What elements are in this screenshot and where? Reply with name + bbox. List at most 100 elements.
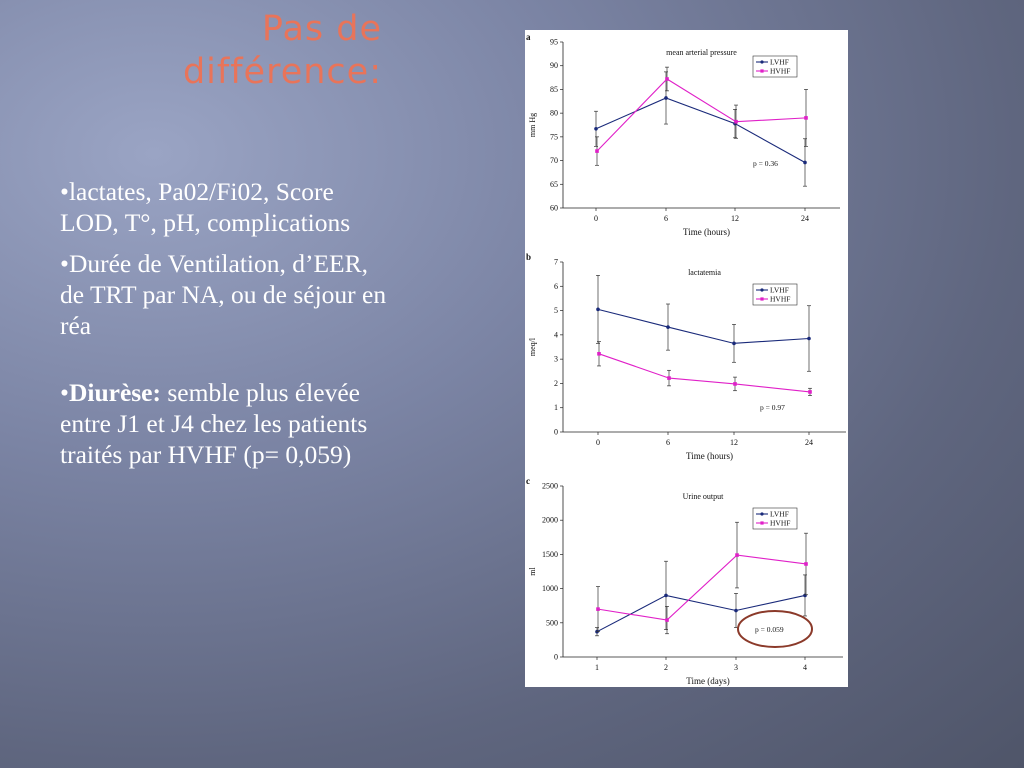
- y-tick-label: 2: [554, 379, 558, 388]
- y-tick-label: 5: [554, 306, 558, 315]
- bullet-item-3: •Diurèse: semble plus élevée entre J1 et…: [60, 377, 390, 470]
- data-point-lvhf: [803, 160, 807, 165]
- y-tick-label: 1000: [542, 584, 558, 593]
- data-point-lvhf: [807, 336, 811, 341]
- bullet-marker: •: [60, 177, 69, 206]
- legend-box: [752, 507, 798, 530]
- bullet-marker: •: [60, 249, 69, 278]
- y-tick-label: 90: [550, 61, 558, 70]
- x-tick-label: 12: [731, 214, 739, 223]
- y-axis-label: mm Hg: [528, 113, 537, 137]
- y-tick-label: 60: [550, 204, 558, 213]
- x-axis-label: Time (days): [686, 676, 729, 686]
- legend-marker: [760, 512, 764, 516]
- chart-title: mean arterial pressure: [666, 48, 737, 57]
- y-tick-label: 85: [550, 85, 558, 94]
- y-tick-label: 2500: [542, 482, 558, 491]
- legend-marker: [760, 60, 764, 64]
- y-tick-label: 1500: [542, 550, 558, 559]
- slide-title: Pas de différence:: [182, 9, 382, 92]
- bullet-item-2: •Durée de Ventilation, d’EER, de TRT par…: [60, 248, 390, 341]
- data-point-hvhf: [734, 119, 738, 124]
- data-point-hvhf: [665, 618, 669, 622]
- y-tick-label: 6: [554, 282, 558, 291]
- series-line-hvhf: [597, 554, 807, 621]
- bullet-item-1: •lactates, Pa02/Fi02, Score LOD, T°, pH,…: [60, 176, 390, 238]
- legend-label: HVHF: [770, 295, 790, 304]
- series-line-lvhf: [596, 594, 806, 633]
- chart-panel-c: c 0 500 1000 1500 2000 2500 1 2 3 4 Time (days) ml Ur…: [526, 476, 843, 686]
- x-axis-label: Time (hours): [683, 227, 730, 237]
- data-point-hvhf: [595, 149, 599, 153]
- data-point-hvhf: [804, 562, 808, 566]
- y-tick-label: 70: [550, 156, 558, 165]
- series-line-hvhf: [598, 353, 811, 393]
- chart-figure: a 60 65 70 75 80 85 90 95 0 6 12 24 Time (hours) mm Hg…: [525, 30, 848, 687]
- chart-title: Urine output: [683, 492, 724, 501]
- legend-label: HVHF: [770, 519, 790, 528]
- x-tick-label: 6: [666, 438, 670, 447]
- y-tick-label: 1: [554, 403, 558, 412]
- x-tick-label: 3: [734, 663, 738, 672]
- y-tick-label: 95: [550, 38, 558, 47]
- panel-letter: c: [526, 476, 530, 486]
- data-point-hvhf: [733, 382, 737, 386]
- bullet-text: Durée de Ventilation, d’EER, de TRT par …: [60, 249, 387, 340]
- y-tick-label: 4: [554, 330, 558, 339]
- y-axis-label: meq/l: [528, 337, 537, 356]
- p-value-annotation: p = 0.97: [760, 403, 785, 412]
- panel-letter: a: [526, 32, 531, 42]
- bullet-text: lactates, Pa02/Fi02, Score LOD, T°, pH, …: [60, 177, 351, 237]
- chart-title: lactatemia: [688, 268, 721, 277]
- x-tick-label: 24: [801, 214, 809, 223]
- y-axis-label: ml: [528, 567, 537, 576]
- y-tick-label: 500: [546, 618, 558, 627]
- data-point-hvhf: [667, 376, 671, 380]
- x-tick-label: 2: [664, 663, 668, 672]
- data-point-lvhf: [666, 325, 670, 329]
- data-point-hvhf: [735, 553, 739, 557]
- panel-letter: b: [526, 252, 531, 262]
- data-point-lvhf: [732, 341, 736, 346]
- chart-panel-a: a 60 65 70 75 80 85 90 95 0 6 12 24 Time (hours) mm Hg…: [526, 32, 840, 237]
- x-axis-label: Time (hours): [686, 451, 733, 461]
- legend-marker: [760, 69, 764, 73]
- data-point-lvhf: [734, 608, 738, 613]
- data-point-lvhf: [664, 593, 668, 598]
- p-value-annotation: p = 0.36: [753, 159, 778, 168]
- data-point-lvhf: [664, 96, 668, 100]
- legend-label: LVHF: [770, 286, 789, 295]
- data-point-lvhf: [596, 307, 600, 312]
- bullet-text: semble plus élevée entre J1 et J4 chez l…: [60, 378, 368, 469]
- x-tick-label: 0: [596, 438, 600, 447]
- x-tick-label: 0: [594, 214, 598, 223]
- x-tick-label: 1: [595, 663, 599, 672]
- x-tick-label: 6: [664, 214, 668, 223]
- y-tick-label: 0: [554, 653, 558, 662]
- legend-label: LVHF: [770, 510, 789, 519]
- data-point-hvhf: [596, 607, 600, 611]
- bullet-list: •lactates, Pa02/Fi02, Score LOD, T°, pH,…: [60, 176, 390, 480]
- series-line-lvhf: [595, 97, 806, 163]
- legend-box: [752, 55, 798, 78]
- y-tick-label: 0: [554, 428, 558, 437]
- legend-box: [752, 283, 798, 306]
- data-point-lvhf: [594, 126, 598, 131]
- series-line-hvhf: [596, 78, 807, 152]
- bullet-marker: •: [60, 378, 69, 407]
- legend-marker: [760, 288, 764, 292]
- bullet-bold-label: Diurèse:: [68, 378, 161, 407]
- y-tick-label: 75: [550, 132, 558, 141]
- x-tick-label: 4: [803, 663, 807, 672]
- y-tick-label: 80: [550, 109, 558, 118]
- y-tick-label: 3: [554, 355, 558, 364]
- x-tick-label: 12: [730, 438, 738, 447]
- data-point-hvhf: [808, 390, 812, 394]
- highlight-ellipse: [737, 610, 813, 648]
- x-tick-label: 24: [805, 438, 813, 447]
